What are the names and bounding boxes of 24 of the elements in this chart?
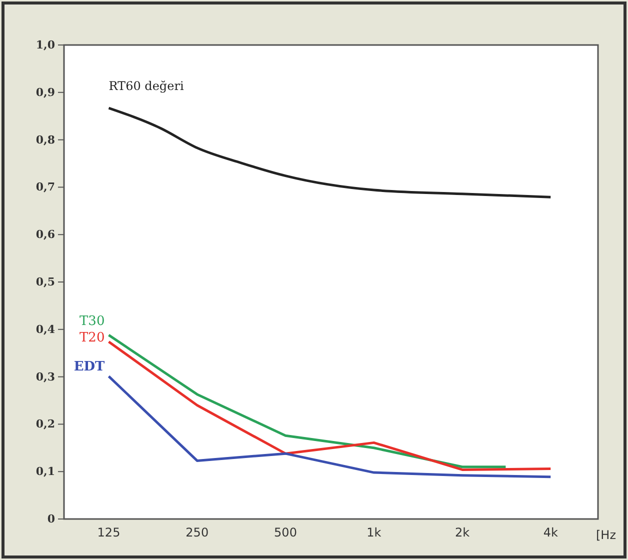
series-label: T20	[80, 330, 105, 346]
series-label: RT60 değeri	[108, 79, 184, 94]
x-tick-label: 1k	[366, 526, 382, 540]
y-tick-label: 0,9	[36, 86, 55, 99]
line-series	[108, 375, 552, 478]
y-tick-label: 0,7	[36, 180, 55, 194]
x-tick-label: 4k	[543, 526, 558, 540]
x-tick-label: 250	[186, 526, 209, 540]
x-axis-title: [Hz	[596, 528, 616, 542]
y-tick-label: 0,4	[36, 322, 56, 336]
y-tick-label: 0	[47, 512, 56, 526]
y-tick-label: 0,2	[36, 418, 55, 431]
x-tick-label: 125	[97, 526, 120, 540]
x-tick-label: 2k	[454, 526, 470, 540]
y-tick-label: 0,6	[36, 228, 56, 242]
series-label: T30	[80, 314, 105, 330]
y-tick-label: 0,5	[36, 276, 55, 289]
series-label: EDT	[74, 359, 106, 374]
y-tick-label: 1,0	[36, 38, 56, 52]
line-series	[108, 340, 552, 471]
y-tick-label: 0,1	[36, 465, 55, 478]
x-tick-label: 500	[274, 526, 297, 540]
y-tick-label: 0,8	[36, 133, 56, 146]
y-tick-label: 0,3	[36, 370, 55, 384]
